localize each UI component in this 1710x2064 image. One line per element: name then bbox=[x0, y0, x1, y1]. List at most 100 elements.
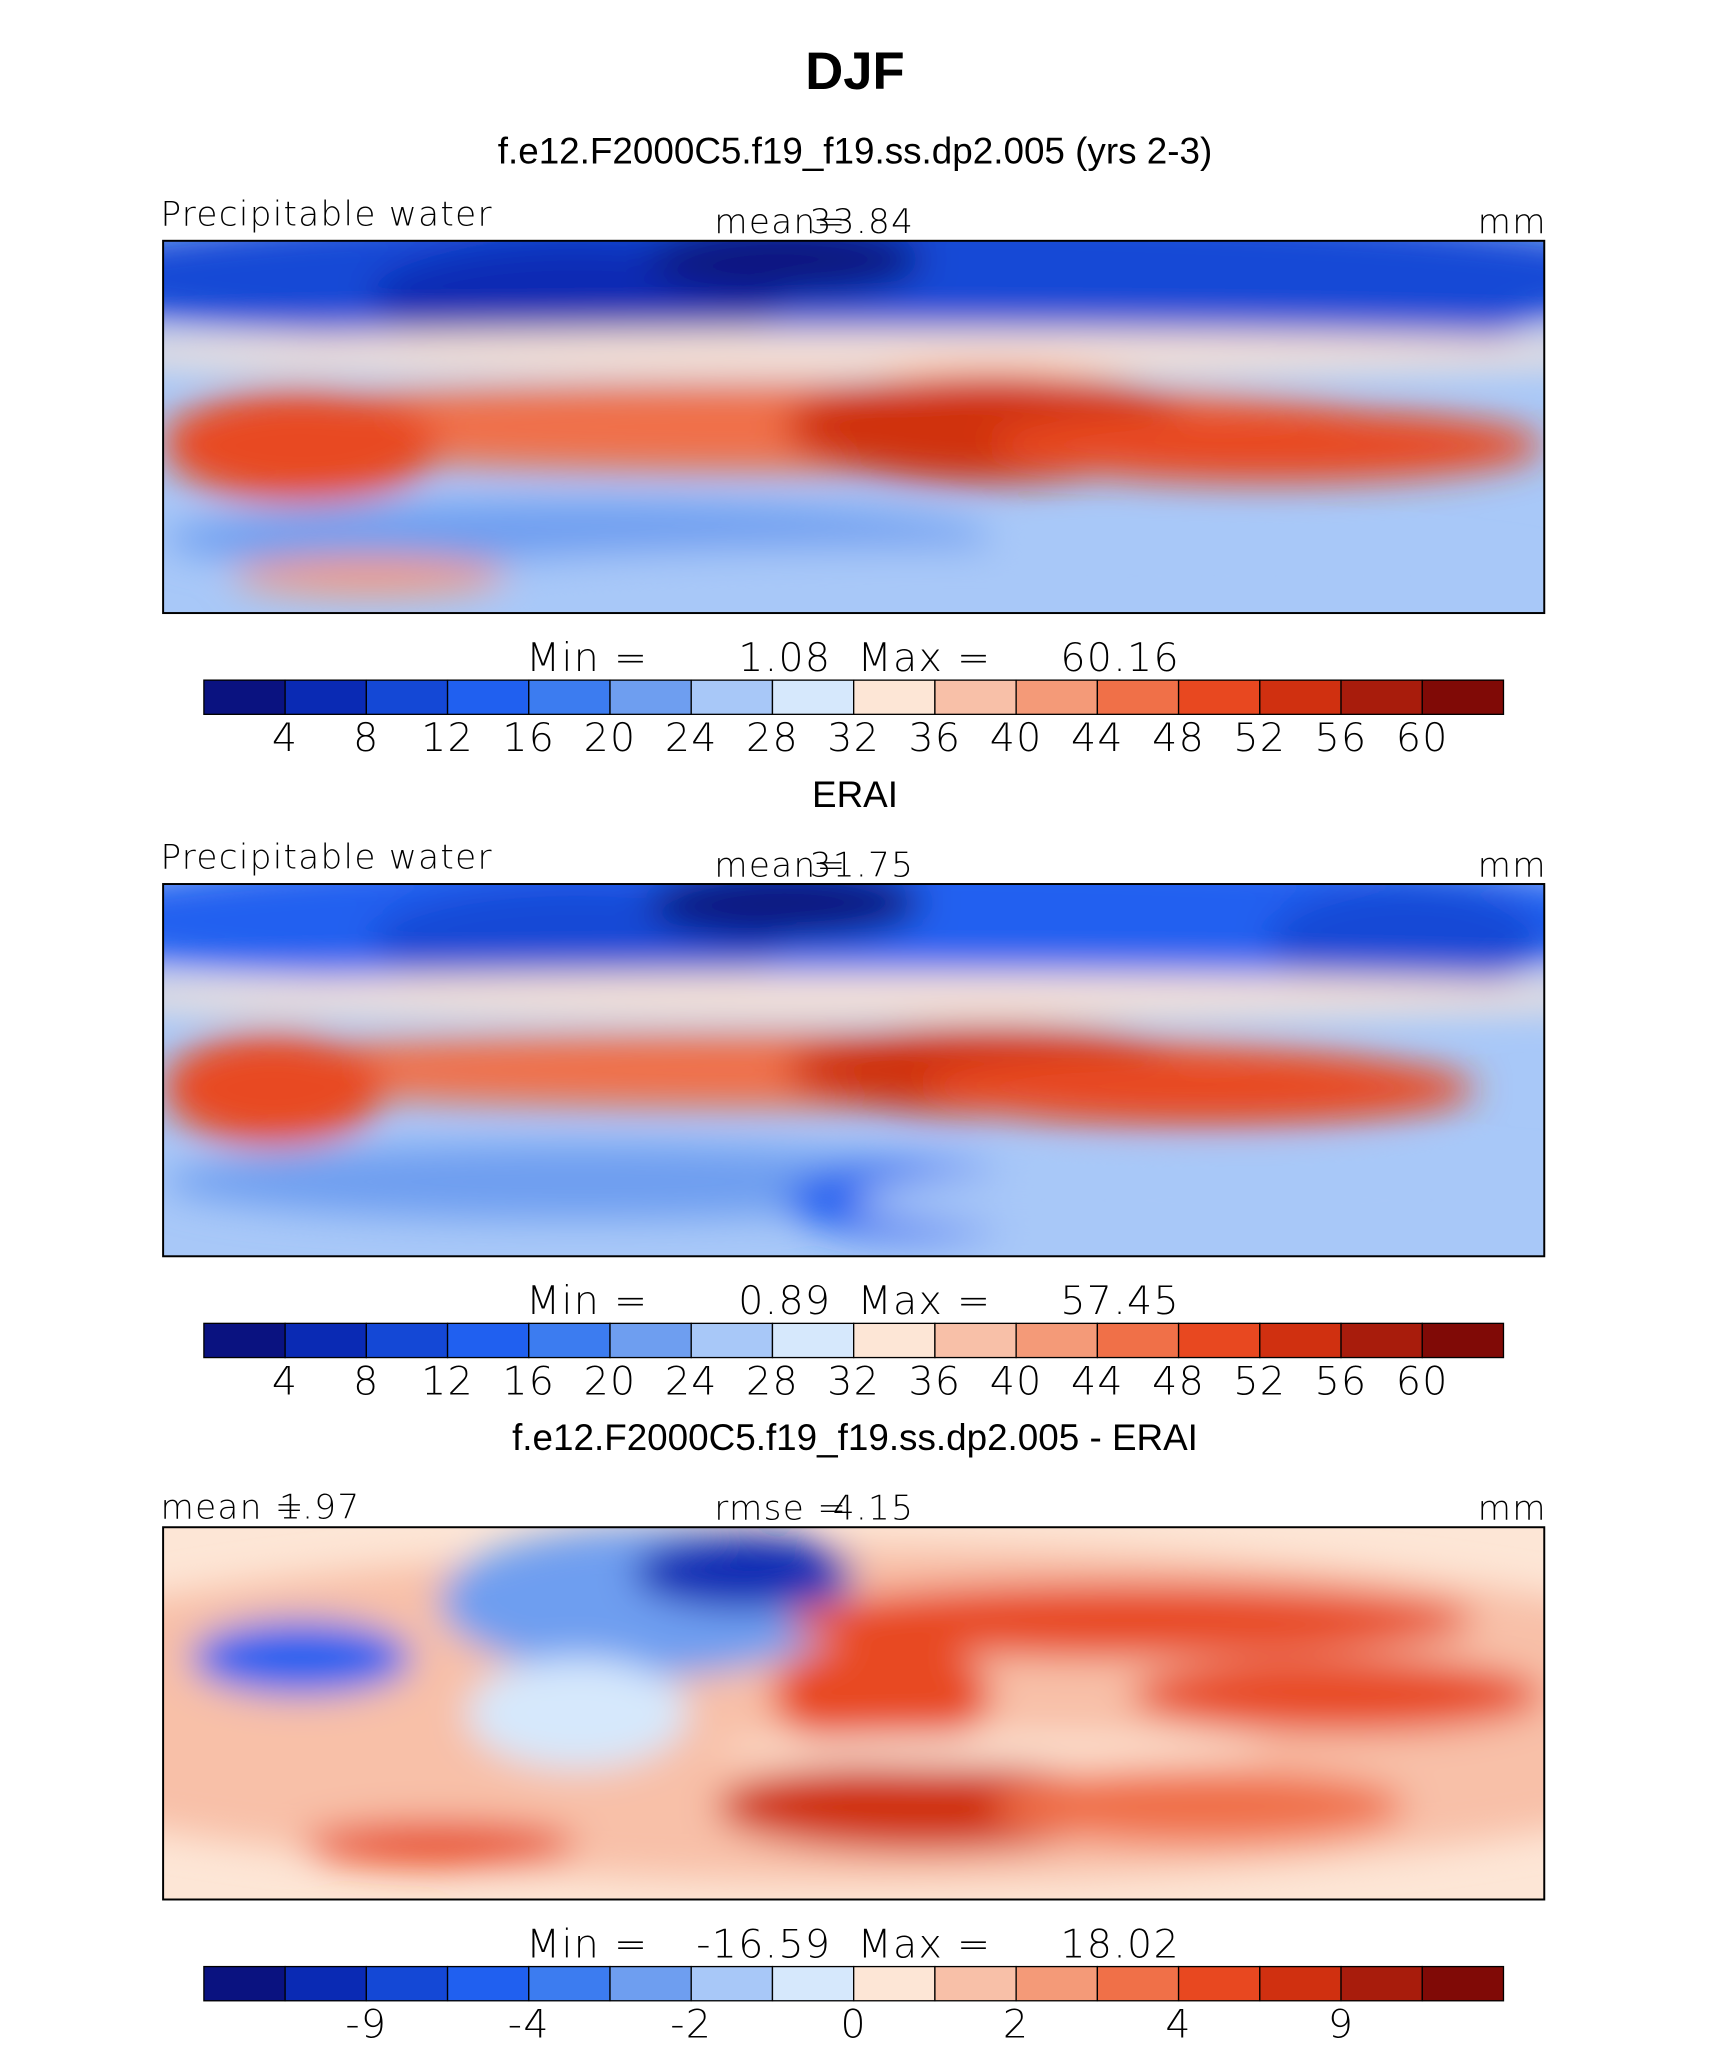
colorbar-tick-label: 36 bbox=[908, 1358, 961, 1404]
colorbar-tick-label: 8 bbox=[353, 715, 379, 761]
colorbar-box bbox=[1421, 679, 1505, 715]
colorbar-tick-label: 52 bbox=[1233, 715, 1286, 761]
contour-region bbox=[163, 389, 440, 502]
stat-value: 33.84 bbox=[810, 202, 914, 242]
colorbar-box bbox=[203, 1965, 286, 2002]
colorbar-tick-label: 48 bbox=[1152, 715, 1205, 761]
colorbar-box bbox=[203, 1322, 286, 1359]
map-frame bbox=[162, 883, 1546, 1258]
stat-label: mean = bbox=[160, 1487, 304, 1527]
contour-region bbox=[715, 1761, 1130, 1852]
colorbar-tick-label: 60 bbox=[1396, 1358, 1449, 1404]
contour-region bbox=[1268, 884, 1545, 996]
colorbar-box bbox=[1421, 1965, 1505, 2002]
colorbar-box bbox=[934, 679, 1017, 715]
colorbar-box bbox=[365, 1965, 449, 2002]
max-label: Max = bbox=[858, 1921, 992, 1967]
min-value: 0.89 bbox=[738, 1278, 831, 1324]
map-field bbox=[163, 240, 1545, 614]
panel-heading: ERAI bbox=[812, 774, 898, 815]
colorbar-box bbox=[446, 1965, 530, 2002]
stat-value: 4.15 bbox=[833, 1489, 914, 1529]
colorbar-box bbox=[609, 679, 692, 715]
contour-region bbox=[1129, 1657, 1545, 1732]
colorbar-box bbox=[1015, 679, 1099, 715]
units: mm bbox=[1478, 1489, 1547, 1529]
colorbar-box bbox=[446, 1322, 530, 1359]
colorbar-box bbox=[934, 1965, 1017, 2002]
colorbar-box bbox=[934, 1322, 1017, 1359]
colorbar-tick-label: 60 bbox=[1396, 715, 1449, 761]
colorbar-box bbox=[1177, 1965, 1261, 2002]
colorbar-box bbox=[1340, 679, 1423, 715]
colorbar-box bbox=[1096, 1965, 1180, 2002]
colorbar-tick-label: 0 bbox=[840, 2002, 866, 2048]
colorbar-box bbox=[446, 679, 530, 715]
colorbar-tick-label: 20 bbox=[584, 715, 637, 761]
colorbar-tick-label: 40 bbox=[990, 1358, 1043, 1404]
colorbar-box bbox=[365, 1322, 449, 1359]
colorbar-box bbox=[528, 1965, 611, 2002]
min-label: Min = bbox=[526, 1278, 648, 1324]
colorbar-box bbox=[528, 1322, 611, 1359]
colorbar-tick-label: 8 bbox=[353, 1358, 379, 1404]
contour-region bbox=[784, 1583, 1476, 1658]
colorbar-box bbox=[771, 1965, 855, 2002]
colorbar-tick-label: 16 bbox=[502, 715, 555, 761]
colorbar-box bbox=[1177, 1322, 1261, 1359]
colorbar-box bbox=[528, 679, 611, 715]
stat-value: 1.97 bbox=[279, 1487, 360, 1527]
colorbar-box bbox=[1259, 1322, 1342, 1359]
contour-region bbox=[190, 1620, 412, 1695]
panel-heading: f.e12.F2000C5.f19_f19.ss.dp2.005 - ERAI bbox=[512, 1417, 1198, 1458]
min-label: Min = bbox=[526, 1921, 648, 1967]
map-field bbox=[163, 1527, 1545, 1900]
map-frame bbox=[162, 1526, 1546, 1901]
colorbar-tick-label: 4 bbox=[272, 1358, 298, 1404]
min-value: 1.08 bbox=[738, 635, 831, 681]
colorbar-box bbox=[1421, 1322, 1505, 1359]
colorbar-box bbox=[1177, 679, 1261, 715]
contour-region bbox=[301, 1821, 578, 1866]
colorbar-box bbox=[690, 1965, 774, 2002]
contour-region bbox=[1268, 240, 1545, 353]
contour-region bbox=[770, 1638, 992, 1751]
min-value: -16.59 bbox=[696, 1921, 831, 1967]
stat-label: mean= bbox=[714, 845, 846, 885]
figure-title: DJF bbox=[805, 42, 904, 101]
colorbar-box bbox=[609, 1965, 692, 2002]
contour-region bbox=[922, 1051, 1476, 1126]
colorbar-tick-label: 4 bbox=[1165, 2002, 1191, 2048]
contour-region bbox=[439, 546, 1545, 606]
colorbar-box bbox=[1340, 1322, 1423, 1359]
map-contours bbox=[163, 1527, 1545, 1881]
contour-region bbox=[632, 1534, 854, 1610]
colorbar-box bbox=[853, 679, 936, 715]
colorbar-tick-label: 56 bbox=[1315, 715, 1368, 761]
map-contours bbox=[163, 240, 1545, 606]
colorbar-box bbox=[284, 1965, 367, 2002]
stat-label: rmse = bbox=[714, 1489, 847, 1529]
colorbar-tick-label: 44 bbox=[1071, 715, 1124, 761]
colorbar-box bbox=[690, 1322, 774, 1359]
colorbar-box bbox=[771, 679, 855, 715]
units: mm bbox=[1478, 202, 1547, 242]
colorbar-tick-label: 12 bbox=[421, 1358, 474, 1404]
colorbar-tick-label: 40 bbox=[990, 715, 1043, 761]
contour-region bbox=[646, 240, 923, 297]
stat-label: mean= bbox=[714, 202, 846, 242]
variable-name: Precipitable water bbox=[160, 194, 492, 234]
colorbar-tick-label: 32 bbox=[827, 715, 880, 761]
colorbar-box bbox=[1096, 1322, 1180, 1359]
contour-region bbox=[991, 1769, 1407, 1844]
units: mm bbox=[1478, 845, 1547, 885]
colorbar-box bbox=[203, 679, 286, 715]
colorbar-tick-label: 28 bbox=[746, 715, 799, 761]
colorbar-box bbox=[1015, 1322, 1099, 1359]
colorbar-box bbox=[1096, 679, 1180, 715]
colorbar-tick-label: 56 bbox=[1315, 1358, 1368, 1404]
max-value: 60.16 bbox=[1060, 635, 1180, 681]
colorbar-tick-label: -9 bbox=[345, 2002, 387, 2048]
colorbar-box bbox=[284, 1322, 367, 1359]
